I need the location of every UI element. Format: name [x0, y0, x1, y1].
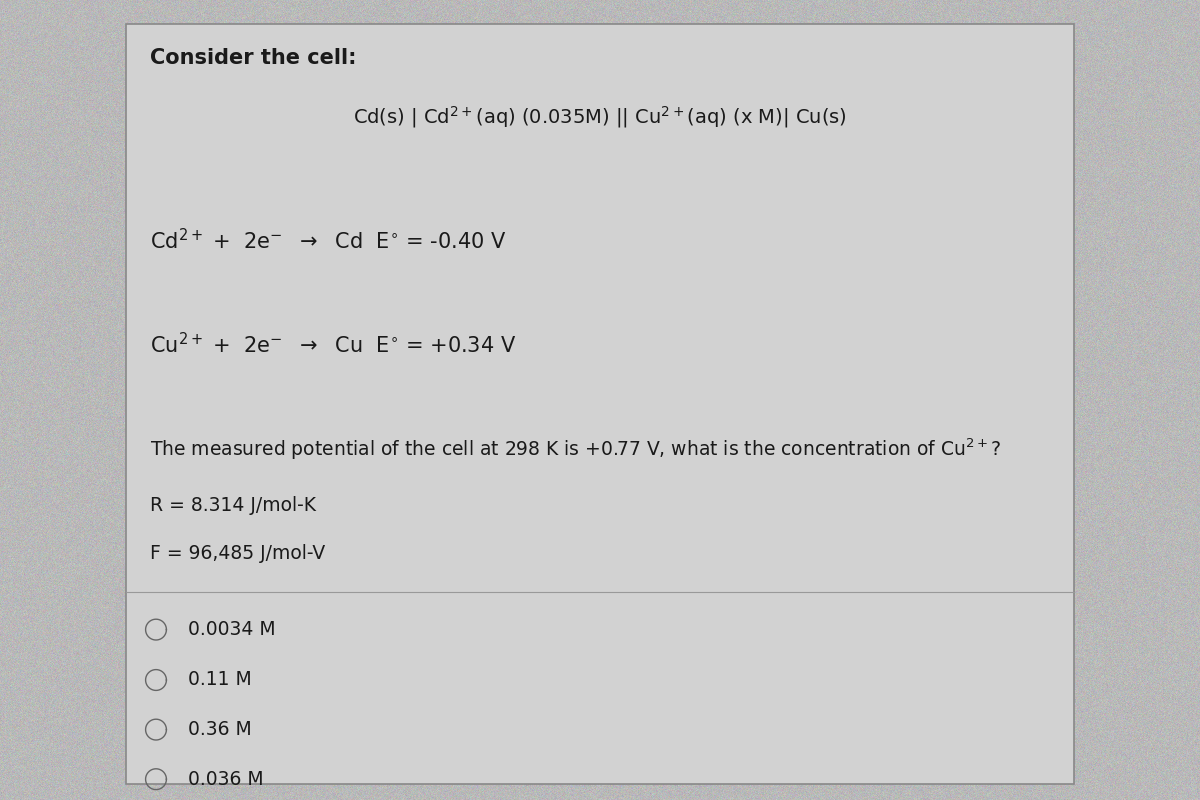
Text: Consider the cell:: Consider the cell:	[150, 48, 356, 68]
Text: 0.11 M: 0.11 M	[188, 670, 252, 690]
Text: 0.36 M: 0.36 M	[188, 720, 252, 739]
FancyBboxPatch shape	[126, 24, 1074, 784]
Text: 0.0034 M: 0.0034 M	[188, 620, 276, 639]
Text: Cd$^{2+}$ +  2e$^{-}$  $\rightarrow$  Cd  E$^{\circ}$ = -0.40 V: Cd$^{2+}$ + 2e$^{-}$ $\rightarrow$ Cd E$…	[150, 228, 506, 253]
Text: 0.036 M: 0.036 M	[188, 770, 264, 789]
Text: Cd(s) | Cd$^{2+}$(aq) (0.035M) || Cu$^{2+}$(aq) (x M)| Cu(s): Cd(s) | Cd$^{2+}$(aq) (0.035M) || Cu$^{2…	[353, 104, 847, 130]
Text: F = 96,485 J/mol-V: F = 96,485 J/mol-V	[150, 544, 325, 563]
Text: The measured potential of the cell at 298 K is +0.77 V, what is the concentratio: The measured potential of the cell at 29…	[150, 436, 1001, 462]
Text: R = 8.314 J/mol-K: R = 8.314 J/mol-K	[150, 496, 316, 515]
Text: Cu$^{2+}$ +  2e$^{-}$  $\rightarrow$  Cu  E$^{\circ}$ = +0.34 V: Cu$^{2+}$ + 2e$^{-}$ $\rightarrow$ Cu E$…	[150, 332, 516, 357]
